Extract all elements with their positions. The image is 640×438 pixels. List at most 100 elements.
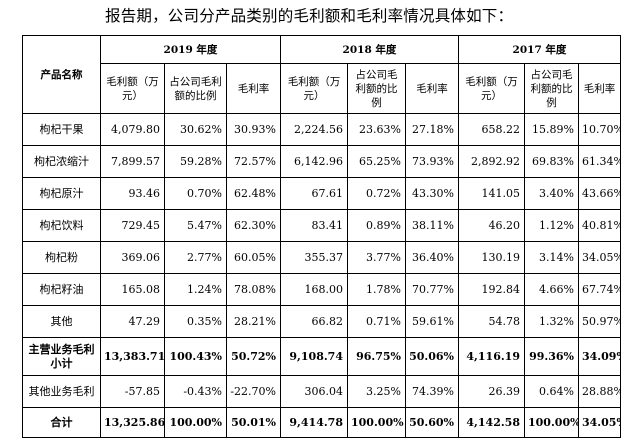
- table-row: 枸杞浓缩汁 7,899.57 59.28% 72.57% 6,142.96 65.25% 7…: [22, 145, 621, 178]
- table-cell: 729.45: [100, 209, 165, 242]
- table-cell: 34.05%: [578, 407, 621, 438]
- table-cell: 54.78: [458, 305, 525, 338]
- table-row: 枸杞粉 369.06 2.77% 60.05% 355.37 3.77% 36.40% 130…: [22, 241, 621, 274]
- table-cell: 9,108.74: [280, 337, 348, 376]
- table-cell: 34.09%: [578, 337, 621, 376]
- table-cell: 0.70%: [164, 177, 227, 210]
- table-cell: 74.39%: [405, 375, 459, 408]
- table-cell: 165.08: [100, 273, 165, 306]
- table-cell: 13,383.71: [100, 337, 165, 376]
- table-cell: 30.62%: [164, 113, 227, 146]
- table-cell: 4,116.19: [458, 337, 525, 376]
- table-cell: 40.81%: [578, 209, 621, 242]
- table-cell: 0.71%: [347, 305, 406, 338]
- intro-text: 报告期，公司分产品类别的毛利额和毛利率情况具体如下：: [105, 7, 514, 25]
- row-product-name: 主营业务毛利小计: [22, 337, 101, 376]
- table-cell: 0.35%: [164, 305, 227, 338]
- table-cell: 47.29: [100, 305, 165, 338]
- table-cell: 0.89%: [347, 209, 406, 242]
- table-cell: 1.78%: [347, 273, 406, 306]
- table-cell: 100.00%: [164, 407, 227, 438]
- table-cell: 192.84: [458, 273, 525, 306]
- table-cell: 69.83%: [524, 145, 579, 178]
- row-product-name: 枸杞原汁: [22, 177, 101, 210]
- header-share-2019: 占公司毛利额的比例: [164, 63, 227, 114]
- header-margin-2017: 毛利率: [578, 63, 621, 114]
- table-cell: 70.77%: [405, 273, 459, 306]
- table-cell: 4,079.80: [100, 113, 165, 146]
- table-row: 其他业务毛利 -57.85 -0.43% -22.70% 306.04 3.25% 74.3…: [22, 375, 621, 408]
- table-cell: 28.21%: [226, 305, 281, 338]
- table-cell: 36.40%: [405, 241, 459, 274]
- row-product-name: 其他: [22, 305, 101, 338]
- row-product-name: 合计: [22, 407, 101, 438]
- table-cell: 15.89%: [524, 113, 579, 146]
- header-year-2019: 2019 年度: [100, 35, 281, 64]
- table-cell: 66.82: [280, 305, 348, 338]
- table-cell: 0.64%: [524, 375, 579, 408]
- header-margin-2018: 毛利率: [405, 63, 459, 114]
- table-cell: 100.00%: [347, 407, 406, 438]
- table-cell: 93.46: [100, 177, 165, 210]
- table-cell: 43.30%: [405, 177, 459, 210]
- header-gross-profit-2017: 毛利额（万元）: [458, 63, 525, 114]
- table-cell: 62.30%: [226, 209, 281, 242]
- table-cell: 3.14%: [524, 241, 579, 274]
- table-cell: 50.60%: [405, 407, 459, 438]
- table-cell: 3.40%: [524, 177, 579, 210]
- table-cell: 96.75%: [347, 337, 406, 376]
- table-cell: 306.04: [280, 375, 348, 408]
- row-product-name: 枸杞饮料: [22, 209, 101, 242]
- table-cell: 83.41: [280, 209, 348, 242]
- table-cell: 6,142.96: [280, 145, 348, 178]
- table-cell: 9,414.78: [280, 407, 348, 438]
- table-cell: 50.06%: [405, 337, 459, 376]
- table-cell: 59.61%: [405, 305, 459, 338]
- header-product-name: 产品名称: [22, 35, 101, 114]
- table-cell: 100.00%: [524, 407, 579, 438]
- table-cell: 1.24%: [164, 273, 227, 306]
- table-cell: 73.93%: [405, 145, 459, 178]
- header-gross-profit-2019: 毛利额（万元）: [100, 63, 165, 114]
- table-row: 枸杞干果 4,079.80 30.62% 30.93% 2,224.56 23.63% 27…: [22, 113, 621, 146]
- table-cell: -57.85: [100, 375, 165, 408]
- table-cell: 62.48%: [226, 177, 281, 210]
- row-product-name: 其他业务毛利: [22, 375, 101, 408]
- header-share-2018: 占公司毛利额的比例: [347, 63, 406, 114]
- table-cell: 50.01%: [226, 407, 281, 438]
- table-cell: -22.70%: [226, 375, 281, 408]
- row-product-name: 枸杞籽油: [22, 273, 101, 306]
- table-cell: 130.19: [458, 241, 525, 274]
- table-cell: 5.47%: [164, 209, 227, 242]
- header-share-2017: 占公司毛利额的比例: [524, 63, 579, 114]
- table-cell: 141.05: [458, 177, 525, 210]
- table-cell: 4.66%: [524, 273, 579, 306]
- table-cell: 1.32%: [524, 305, 579, 338]
- table-cell: 4,142.58: [458, 407, 525, 438]
- table-row: 其他 47.29 0.35% 28.21% 66.82 0.71% 59.61% 54.78 1…: [22, 305, 621, 338]
- table-cell: 1.12%: [524, 209, 579, 242]
- header-gross-profit-2018: 毛利额（万元）: [280, 63, 348, 114]
- table-cell: 50.97%: [578, 305, 621, 338]
- header-year-2018: 2018 年度: [280, 35, 459, 64]
- table-cell: 27.18%: [405, 113, 459, 146]
- table-cell: 0.72%: [347, 177, 406, 210]
- table-cell: 72.57%: [226, 145, 281, 178]
- table-cell: 26.39: [458, 375, 525, 408]
- table-row: 枸杞饮料 729.45 5.47% 62.30% 83.41 0.89% 38.11% 46.…: [22, 209, 621, 242]
- table-cell: 38.11%: [405, 209, 459, 242]
- table-cell: 10.70%: [578, 113, 621, 146]
- table-row: 合计 13,325.86 100.00% 50.01% 9,414.78 100.00% 5…: [22, 407, 621, 438]
- table-cell: 43.66%: [578, 177, 621, 210]
- table-cell: 168.00: [280, 273, 348, 306]
- header-margin-2019: 毛利率: [226, 63, 281, 114]
- table-row: 主营业务毛利小计 13,383.71 100.43% 50.72% 9,108.74 96…: [22, 337, 621, 376]
- table-cell: 50.72%: [226, 337, 281, 376]
- table-cell: 34.05%: [578, 241, 621, 274]
- table-cell: 28.88%: [578, 375, 621, 408]
- table-cell: 30.93%: [226, 113, 281, 146]
- table-row: 枸杞原汁 93.46 0.70% 62.48% 67.61 0.72% 43.30% 141.…: [22, 177, 621, 210]
- row-product-name: 枸杞干果: [22, 113, 101, 146]
- table-cell: 65.25%: [347, 145, 406, 178]
- table-cell: 658.22: [458, 113, 525, 146]
